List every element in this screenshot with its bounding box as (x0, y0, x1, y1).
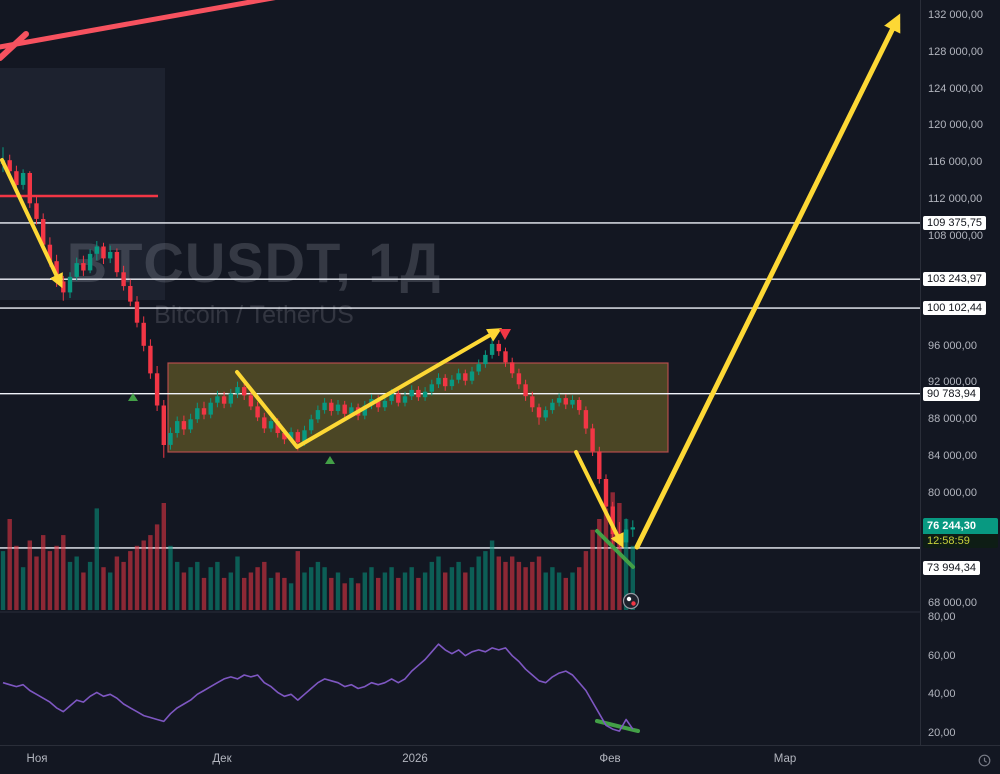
price-axis-tick: 80 000,00 (928, 487, 977, 499)
time-axis-tick: Фев (599, 753, 621, 765)
price-level-lines[interactable] (0, 222, 920, 549)
volume-bars (0, 492, 635, 611)
current-price-badge: 76 244,30 12:58:59 (923, 518, 998, 548)
price-axis-tick: 124 000,00 (928, 83, 984, 95)
buy-marker-icons (128, 393, 335, 464)
price-axis-tick: 40,00 (928, 688, 956, 700)
price-axis-tick: 20,00 (928, 727, 956, 739)
price-axis-tick: 112 000,00 (928, 193, 983, 205)
time-axis-tick: 2026 (402, 753, 428, 765)
session-highlight-zone[interactable] (0, 68, 165, 300)
time-axis-tick: Ноя (26, 753, 48, 765)
price-axis-tick: 88 000,00 (928, 413, 977, 425)
price-level-label: 103 243,97 (923, 272, 987, 286)
price-axis-tick: 60,00 (928, 650, 956, 662)
price-level-label: 109 375,75 (923, 216, 987, 230)
time-axis-tick: Дек (212, 753, 232, 765)
price-axis-tick: 108 000,00 (928, 230, 984, 242)
red-trendline[interactable] (0, 0, 295, 50)
candles (0, 147, 635, 548)
clock-icon[interactable] (978, 754, 991, 767)
price-axis-tick: 92 000,00 (928, 376, 977, 388)
price-axis-tick: 96 000,00 (928, 340, 977, 352)
sell-marker-icon (499, 329, 511, 340)
price-level-label: 90 783,94 (923, 387, 980, 401)
price-axis-tick: 84 000,00 (928, 450, 977, 462)
price-axis-tick: 128 000,00 (928, 46, 984, 58)
green-support-segment[interactable] (595, 529, 635, 569)
green-rsi-segment[interactable] (595, 719, 640, 733)
price-axis[interactable]: 132 000,00 128 000,00 124 000,00 120 000,00… (920, 0, 1000, 745)
price-axis-tick: 80,00 (928, 611, 956, 623)
time-axis-tick: Мар (773, 753, 797, 765)
price-axis-tick: 68 000,00 (928, 597, 977, 609)
price-level-label: 100 102,44 (923, 301, 987, 315)
current-price-value: 76 244,30 (923, 518, 998, 534)
yellow-arrow-drawings[interactable] (0, 13, 901, 550)
bar-countdown: 12:58:59 (923, 534, 998, 548)
price-axis-tick: 116 000,00 (928, 156, 983, 168)
time-axis[interactable]: Ноя Дек 2026 Фев Мар (0, 745, 1000, 774)
price-axis-tick: 132 000,00 (928, 9, 984, 21)
price-level-label: 73 994,34 (923, 561, 980, 575)
red-edge-mark[interactable] (0, 31, 29, 61)
chart-canvas[interactable] (0, 0, 920, 745)
rsi-line (2, 643, 634, 732)
price-axis-tick: 120 000,00 (928, 119, 984, 131)
trade-bubble-icon[interactable] (622, 592, 640, 610)
